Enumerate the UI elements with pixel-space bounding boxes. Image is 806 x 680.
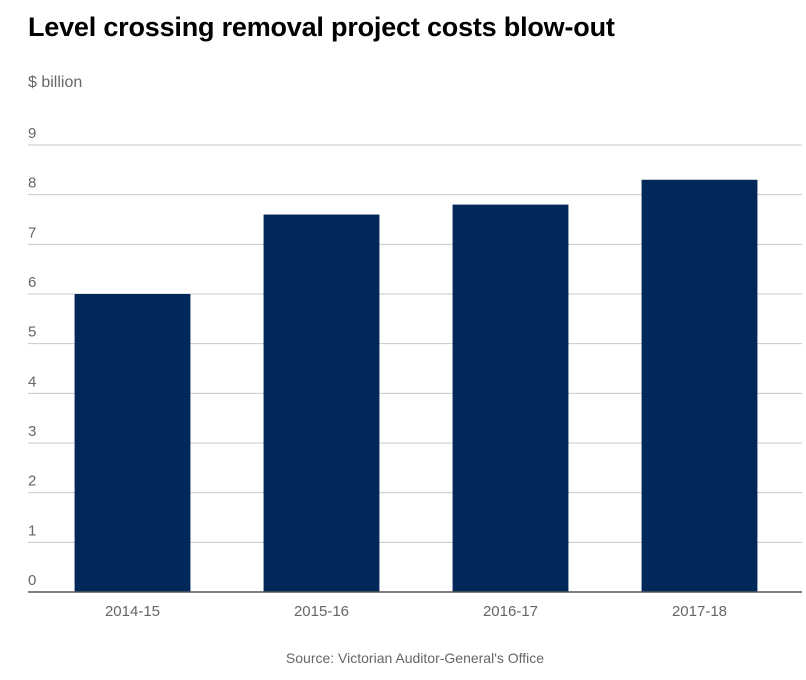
bar-2014-15 (74, 294, 191, 592)
source-note: Source: Victorian Auditor-General's Offi… (285, 650, 545, 666)
y-tick-label: 4 (28, 373, 36, 390)
x-tick-label: 2014-15 (105, 603, 160, 620)
x-axis-ticks: 2014-15 2015-16 2016-17 2017-18 (105, 603, 727, 620)
bars (74, 179, 758, 593)
y-tick-label: 3 (28, 423, 36, 440)
bar-2016-17 (452, 204, 569, 592)
x-tick-label: 2016-17 (483, 603, 538, 620)
bar-2017-18 (641, 179, 758, 592)
y-tick-label: 2 (28, 473, 36, 490)
bar-2015-16 (263, 214, 380, 593)
y-axis-ticks: 0 1 2 3 4 5 6 7 8 9 (28, 125, 36, 589)
y-tick-label: 8 (28, 175, 36, 192)
y-tick-label: 7 (28, 224, 36, 241)
y-axis-unit-label: $ billion (28, 74, 83, 91)
y-tick-label: 1 (28, 522, 36, 539)
y-tick-label: 5 (28, 324, 36, 341)
x-tick-label: 2015-16 (294, 603, 349, 620)
y-tick-label: 9 (28, 125, 36, 142)
y-tick-label: 6 (28, 274, 36, 291)
x-tick-label: 2017-18 (672, 603, 727, 620)
y-tick-label: 0 (28, 572, 36, 589)
chart-title: Level crossing removal project costs blo… (28, 12, 615, 42)
